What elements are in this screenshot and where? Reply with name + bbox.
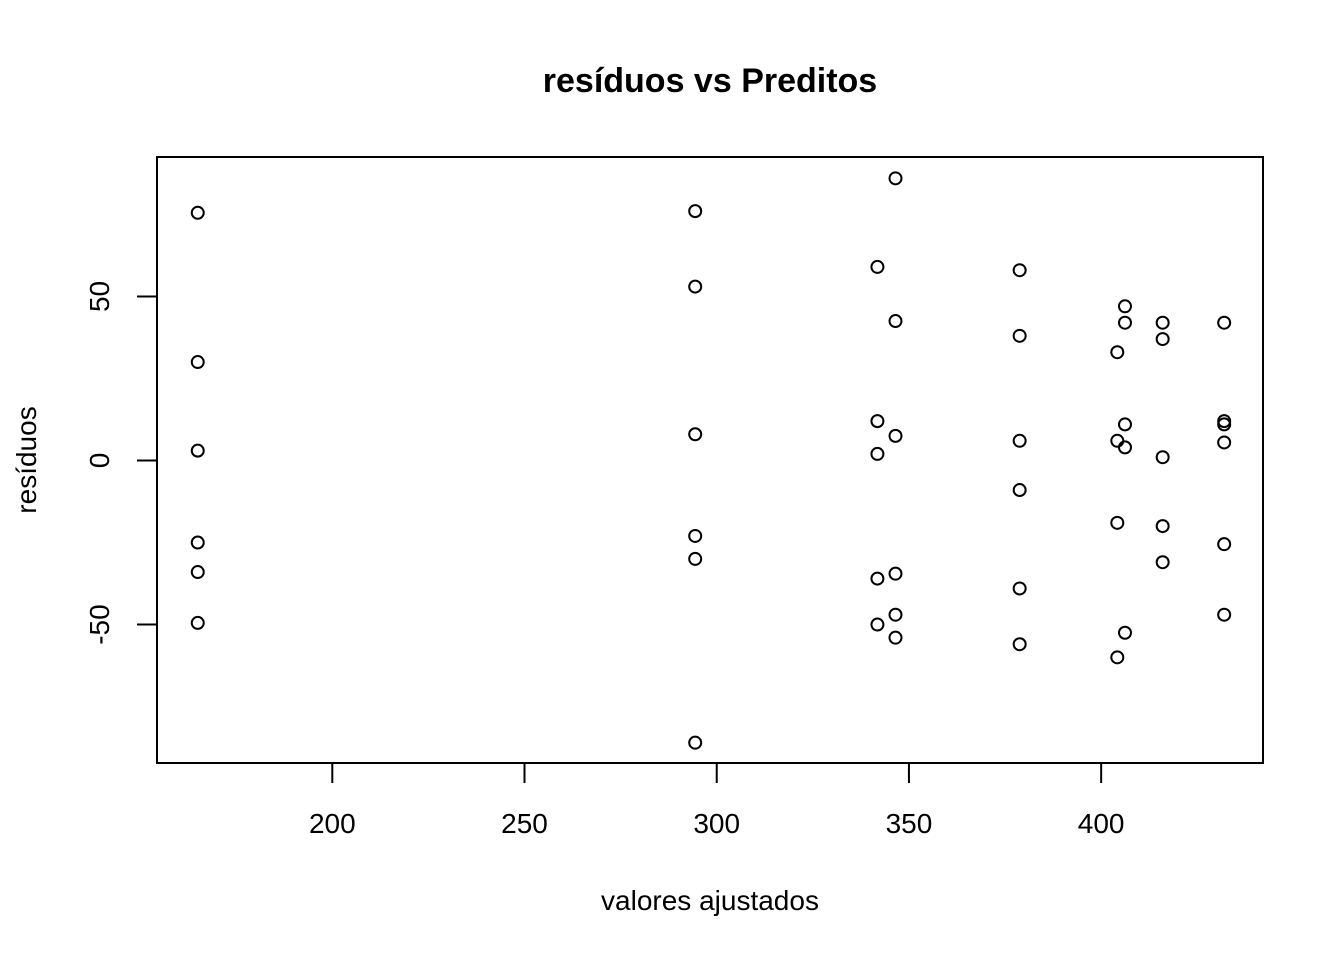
data-point bbox=[1117, 315, 1132, 330]
x-tick-label: 250 bbox=[501, 808, 548, 839]
data-point bbox=[190, 355, 205, 370]
data-point bbox=[888, 314, 903, 329]
data-point bbox=[1117, 299, 1132, 314]
data-point bbox=[1110, 515, 1125, 530]
data-point bbox=[870, 571, 885, 586]
y-axis: -50 0 50 bbox=[84, 281, 158, 645]
data-point bbox=[1110, 433, 1125, 448]
data-point bbox=[688, 551, 703, 566]
data-point bbox=[688, 204, 703, 219]
data-point bbox=[1110, 345, 1125, 360]
plot-frame bbox=[156, 156, 1264, 764]
data-point bbox=[1012, 328, 1027, 343]
x-axis-label: valores ajustados bbox=[601, 885, 819, 916]
data-point bbox=[688, 279, 703, 294]
data-point bbox=[888, 428, 903, 443]
data-point bbox=[870, 446, 885, 461]
data-point bbox=[688, 427, 703, 442]
data-point bbox=[190, 205, 205, 220]
x-axis: 200 250 300 350 400 bbox=[309, 762, 1125, 839]
data-point bbox=[1012, 637, 1027, 652]
data-point bbox=[1012, 581, 1027, 596]
data-point bbox=[1155, 450, 1170, 465]
x-tick-label: 300 bbox=[693, 808, 740, 839]
data-point bbox=[1012, 483, 1027, 498]
data-point bbox=[688, 528, 703, 543]
data-point bbox=[190, 535, 205, 550]
data-point bbox=[870, 259, 885, 274]
y-tick-label: 0 bbox=[84, 453, 115, 469]
data-points bbox=[190, 171, 1232, 750]
data-point bbox=[1012, 433, 1027, 448]
data-point bbox=[888, 607, 903, 622]
data-point bbox=[190, 565, 205, 580]
y-tick-label: -50 bbox=[84, 604, 115, 644]
data-point bbox=[190, 443, 205, 458]
data-point bbox=[1217, 607, 1232, 622]
y-axis-label: resíduos bbox=[11, 406, 42, 513]
data-point bbox=[1217, 435, 1232, 450]
data-point bbox=[688, 735, 703, 750]
data-point bbox=[1155, 519, 1170, 534]
data-point bbox=[190, 615, 205, 630]
chart-title: resíduos vs Preditos bbox=[543, 62, 877, 100]
data-point bbox=[1117, 440, 1132, 455]
x-tick-label: 350 bbox=[886, 808, 933, 839]
data-point bbox=[870, 617, 885, 632]
data-point bbox=[1155, 555, 1170, 570]
x-tick-label: 400 bbox=[1078, 808, 1125, 839]
data-point bbox=[888, 171, 903, 186]
x-tick-label: 200 bbox=[309, 808, 356, 839]
data-point bbox=[1117, 417, 1132, 432]
data-point bbox=[1217, 315, 1232, 330]
y-tick-label: 50 bbox=[84, 281, 115, 312]
data-point bbox=[1110, 650, 1125, 665]
data-point bbox=[1217, 537, 1232, 552]
data-point bbox=[888, 630, 903, 645]
data-point bbox=[1155, 315, 1170, 330]
data-point bbox=[870, 414, 885, 429]
data-point bbox=[1155, 332, 1170, 347]
data-point bbox=[1117, 625, 1132, 640]
data-point bbox=[1217, 417, 1232, 432]
data-point bbox=[1012, 263, 1027, 278]
data-point bbox=[888, 566, 903, 581]
